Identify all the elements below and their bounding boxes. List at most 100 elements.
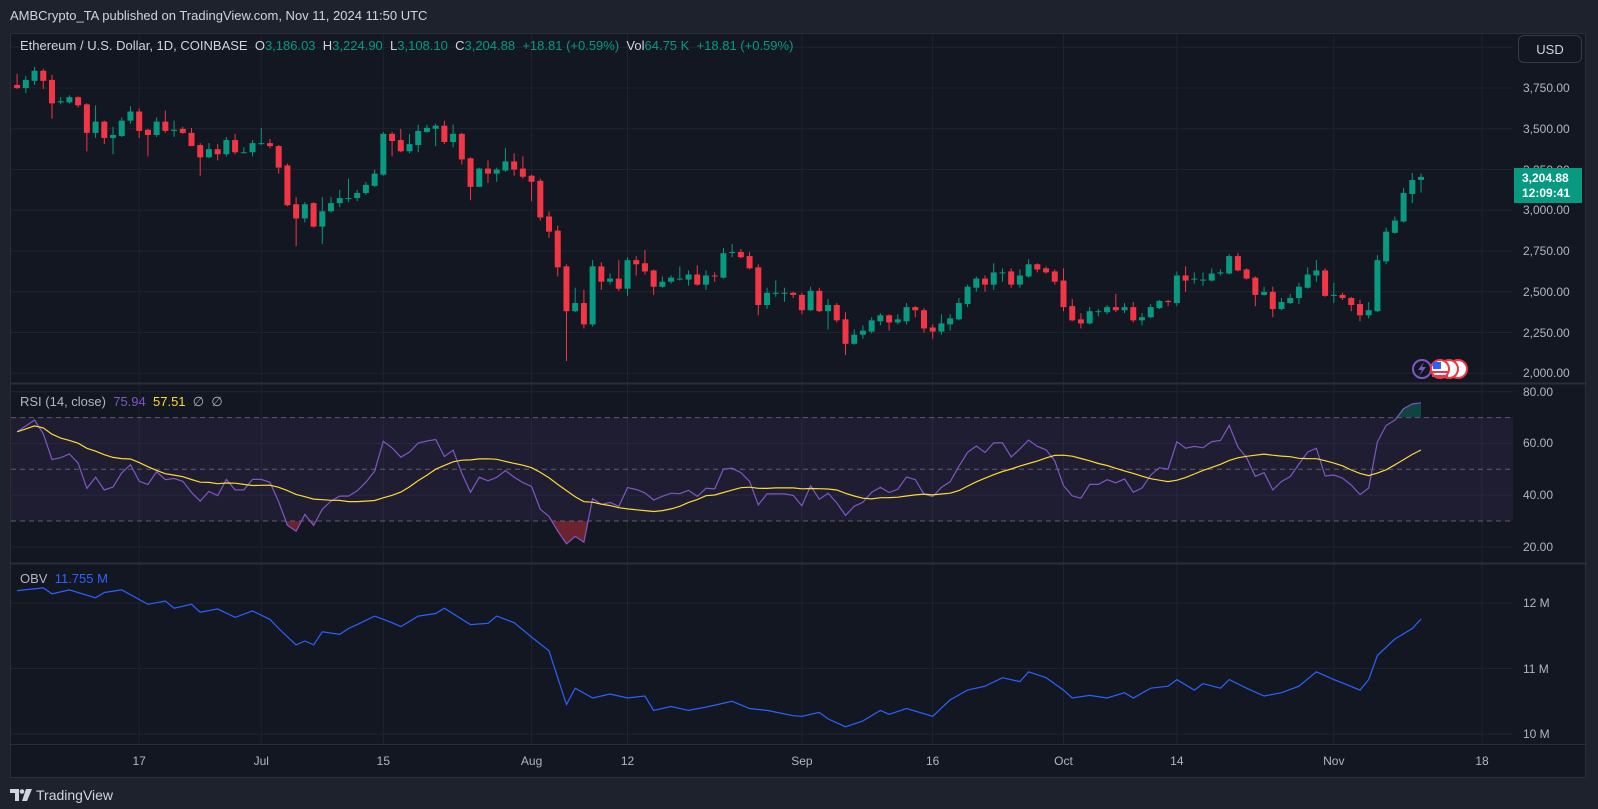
candle-up (1226, 256, 1233, 274)
candle-up (92, 121, 99, 133)
candle-up (118, 120, 125, 136)
flag-stripe-icon (1432, 371, 1448, 373)
candle-down (711, 275, 718, 277)
candle-up (1330, 294, 1337, 296)
candle-up (955, 303, 962, 320)
candle-up (1409, 179, 1416, 194)
candle-down (1069, 306, 1076, 321)
price-axis-label: 2,500.00 (1523, 284, 1570, 299)
candle-down (833, 305, 840, 321)
candle-up (66, 97, 73, 103)
change-value: +18.81 (+0.59%) (522, 38, 620, 53)
candle-up (1016, 275, 1023, 285)
candle-up (1295, 286, 1302, 298)
obv-legend: OBV 11.755 M (20, 571, 108, 586)
candle-up (205, 149, 212, 158)
candle-up (249, 143, 256, 153)
candle-down (798, 294, 805, 311)
candle-down (554, 230, 561, 268)
candle-down (214, 149, 221, 155)
candle-up (476, 168, 483, 187)
currency-button[interactable]: USD (1518, 35, 1582, 63)
candle-up (589, 266, 596, 325)
candle-up (153, 121, 160, 135)
price-axis-label: 2,250.00 (1523, 325, 1570, 340)
candle-up (223, 140, 230, 155)
obv-title[interactable]: OBV (20, 571, 48, 586)
candle-down (580, 303, 587, 325)
candle-down (537, 180, 544, 218)
candle-down (293, 204, 300, 219)
candle-down (101, 121, 108, 138)
bar-countdown: 12:09:41 (1522, 185, 1571, 200)
candle-down (284, 165, 291, 206)
candle-down (598, 266, 605, 282)
candle-up (371, 173, 378, 186)
price-axis-label: 2,000.00 (1523, 366, 1570, 381)
rsi-axis-label: 60.00 (1523, 436, 1554, 451)
candle-down (162, 121, 169, 131)
candle-up (868, 320, 875, 332)
candle-up (1121, 307, 1128, 311)
candle-up (319, 211, 326, 227)
candle-down (179, 128, 186, 133)
candle-down (1043, 268, 1050, 273)
candle-up (668, 277, 675, 282)
candle-up (301, 204, 308, 219)
candle-down (886, 315, 893, 323)
candle-up (894, 319, 901, 323)
volume-value: 64.75 K (644, 38, 690, 53)
rsi-oversold-fill (285, 521, 589, 544)
candle-down (816, 290, 823, 312)
candle-up (807, 290, 814, 311)
candle-down (790, 292, 797, 295)
candle-up (903, 307, 910, 322)
candle-up (1287, 297, 1294, 304)
candle-up (572, 303, 579, 312)
candle-down (441, 125, 448, 143)
candle-up (1156, 300, 1163, 309)
candle-up (1383, 231, 1390, 262)
chart-container[interactable] (10, 33, 1586, 778)
candle-up (415, 130, 422, 146)
candle-up (607, 278, 614, 282)
candle-down (83, 104, 90, 133)
rsi-title[interactable]: RSI (14, close) (20, 394, 106, 409)
tradingview-logo[interactable]: TradingView (10, 787, 113, 803)
symbol-title[interactable]: Ethereum / U.S. Dollar, 1D, COINBASE (20, 38, 248, 53)
rsi-line (16, 402, 1422, 545)
candle-down (197, 145, 204, 158)
price-axis-label: 3,000.00 (1523, 203, 1570, 218)
candle-up (1365, 310, 1372, 316)
candle-up (57, 101, 64, 103)
candle-down (144, 129, 151, 135)
last-price-tag: 3,204.88 12:09:41 (1514, 168, 1582, 203)
event-icons[interactable] (1412, 359, 1468, 379)
obv-value: 11.755 M (54, 571, 108, 586)
flag-canton-icon (1433, 362, 1441, 369)
obv-axis-label: 12 M (1523, 596, 1550, 610)
obv-axis-label: 10 M (1523, 727, 1550, 741)
candle-up (973, 278, 980, 288)
high-value: 3,224.90 (332, 38, 383, 53)
candle-up (999, 272, 1006, 274)
tradingview-logo-icon (10, 789, 32, 801)
candle-down (563, 266, 570, 312)
candle-down (1077, 319, 1084, 324)
volume-label: Vol (626, 38, 645, 53)
close-label: C (455, 38, 465, 53)
time-axis-label: Aug (520, 754, 543, 768)
candle-down (1130, 307, 1137, 321)
candle-down (1243, 269, 1250, 279)
time-axis-label: 12 (620, 754, 635, 768)
candle-up (336, 198, 343, 204)
candle-down (275, 146, 282, 168)
candle-up (127, 111, 134, 121)
candle-down (1060, 280, 1067, 308)
candle-down (48, 79, 55, 104)
candle-up (1374, 260, 1381, 312)
candle-down (929, 327, 936, 332)
candle-up (362, 184, 369, 194)
rsi-band-lines (11, 417, 1513, 522)
